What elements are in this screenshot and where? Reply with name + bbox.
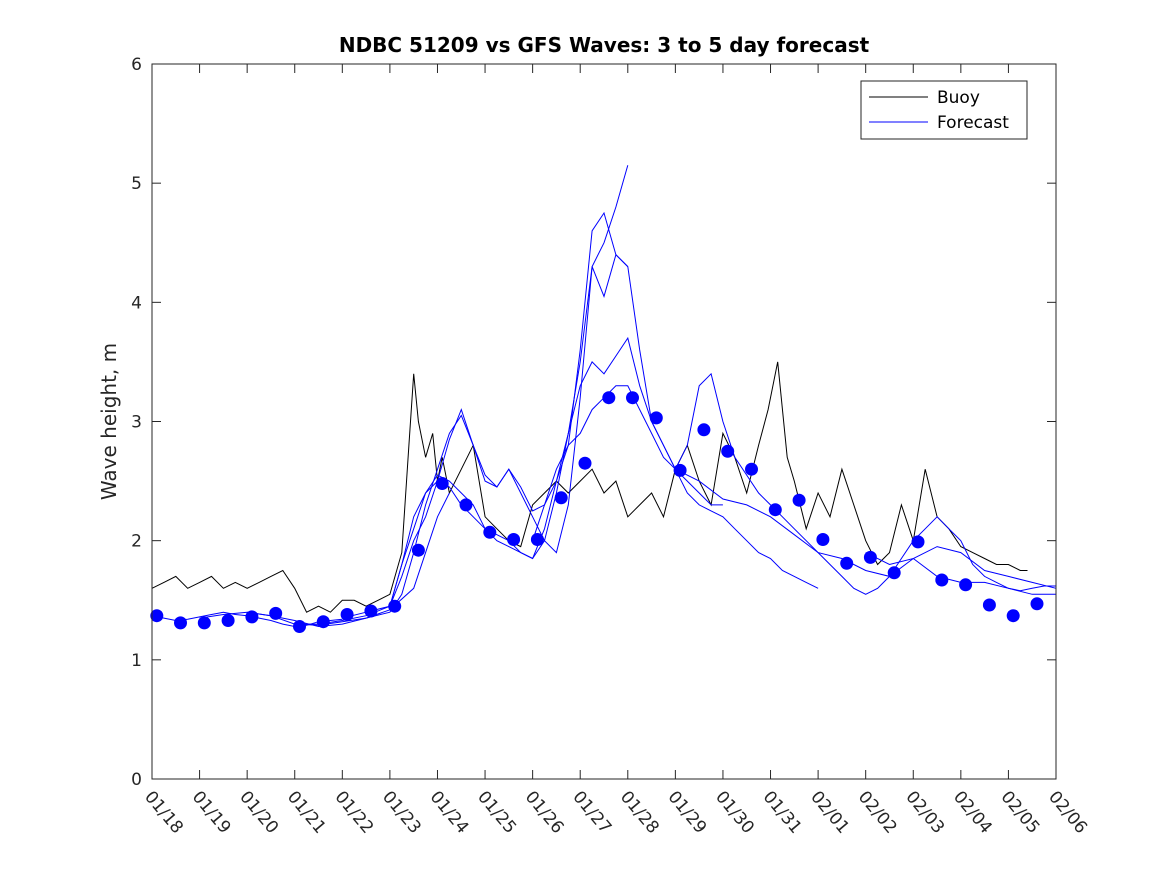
- legend-label-buoy: Buoy: [937, 88, 980, 108]
- forecast-point: [507, 533, 521, 546]
- forecast-point: [982, 598, 996, 612]
- x-tick-label: 01/31: [759, 787, 806, 837]
- chart-title: NDBC 51209 vs GFS Waves: 3 to 5 day fore…: [339, 33, 870, 57]
- forecast-point: [697, 423, 711, 437]
- forecast-point: [364, 604, 378, 618]
- x-tick-label: 01/19: [188, 787, 235, 837]
- x-tick-label: 02/04: [949, 787, 996, 837]
- y-tick-label: 2: [131, 532, 142, 552]
- forecast-point: [174, 616, 187, 630]
- y-tick-label: 5: [131, 174, 142, 194]
- y-axis-label: Wave height, m: [97, 343, 121, 500]
- forecast-point: [792, 493, 806, 507]
- forecast-point: [245, 610, 259, 624]
- legend-label-forecast: Forecast: [937, 113, 1009, 133]
- forecast-point: [887, 566, 901, 580]
- x-tick-label: 02/01: [806, 787, 853, 837]
- forecast-point: [745, 462, 758, 476]
- forecast-point: [388, 599, 402, 613]
- forecast-point: [1006, 609, 1020, 623]
- legend: Buoy Forecast: [860, 80, 1028, 140]
- forecast-point: [459, 498, 473, 512]
- series-layer: [150, 165, 1057, 633]
- x-tick-label: 01/29: [664, 787, 711, 837]
- forecast-point: [316, 615, 330, 629]
- forecast-point: [911, 535, 925, 549]
- forecast-point: [673, 463, 687, 477]
- forecast-point: [721, 444, 735, 458]
- forecast-point: [530, 533, 544, 546]
- y-tick-label: 6: [131, 55, 142, 75]
- forecast-run-line-4: [342, 253, 723, 619]
- forecast-point: [1030, 597, 1044, 611]
- forecast-point: [935, 573, 949, 587]
- y-tick-label: 3: [131, 413, 142, 433]
- x-tick-label: 01/20: [235, 787, 282, 837]
- x-tick-label: 02/05: [997, 787, 1044, 837]
- forecast-point: [816, 533, 830, 546]
- y-tick-label: 4: [131, 293, 142, 313]
- forecast-point: [554, 491, 568, 505]
- forecast-point: [578, 456, 592, 470]
- tick-layer: 01/18 01/19 01/20 01/21 01/22 01/23 01/24 01/25…: [131, 55, 1091, 838]
- forecast-run-line-7: [675, 468, 1057, 589]
- legend-box: [860, 80, 1028, 140]
- x-tick-label: 01/23: [378, 787, 425, 837]
- forecast-point: [626, 391, 639, 405]
- y-tick-label: 0: [131, 770, 142, 790]
- x-tick-label: 01/28: [616, 787, 663, 837]
- forecast-run-line-1: [199, 492, 450, 628]
- forecast-point: [649, 411, 663, 425]
- forecast-point: [150, 609, 164, 623]
- forecast-point: [197, 616, 211, 630]
- plot-frame: [151, 63, 1057, 780]
- x-tick-label: 02/03: [901, 787, 948, 837]
- forecast-point: [863, 550, 877, 564]
- forecast-run-line-6: [532, 372, 1056, 595]
- x-tick-label: 01/21: [283, 787, 330, 837]
- x-tick-label: 01/26: [521, 787, 568, 837]
- x-tick-label: 02/02: [854, 787, 901, 837]
- x-tick-label: 01/25: [473, 787, 520, 837]
- forecast-point: [602, 391, 616, 405]
- x-tick-label: 01/30: [711, 787, 758, 837]
- x-tick-label: 01/24: [426, 787, 473, 837]
- forecast-point: [483, 525, 497, 539]
- x-tick-label: 02/06: [1044, 787, 1091, 837]
- x-tick-label: 01/22: [330, 787, 377, 837]
- x-tick-label: 01/18: [140, 787, 187, 837]
- forecast-point: [269, 606, 283, 620]
- forecast-point: [959, 578, 973, 592]
- forecast-point: [435, 477, 449, 490]
- forecast-point: [221, 614, 235, 627]
- x-tick-label: 01/27: [568, 787, 615, 837]
- forecast-point: [340, 608, 354, 621]
- forecast-point: [293, 620, 306, 633]
- y-tick-label: 1: [131, 651, 142, 671]
- forecast-point: [768, 503, 782, 517]
- forecast-point: [411, 543, 425, 557]
- forecast-point: [840, 556, 854, 570]
